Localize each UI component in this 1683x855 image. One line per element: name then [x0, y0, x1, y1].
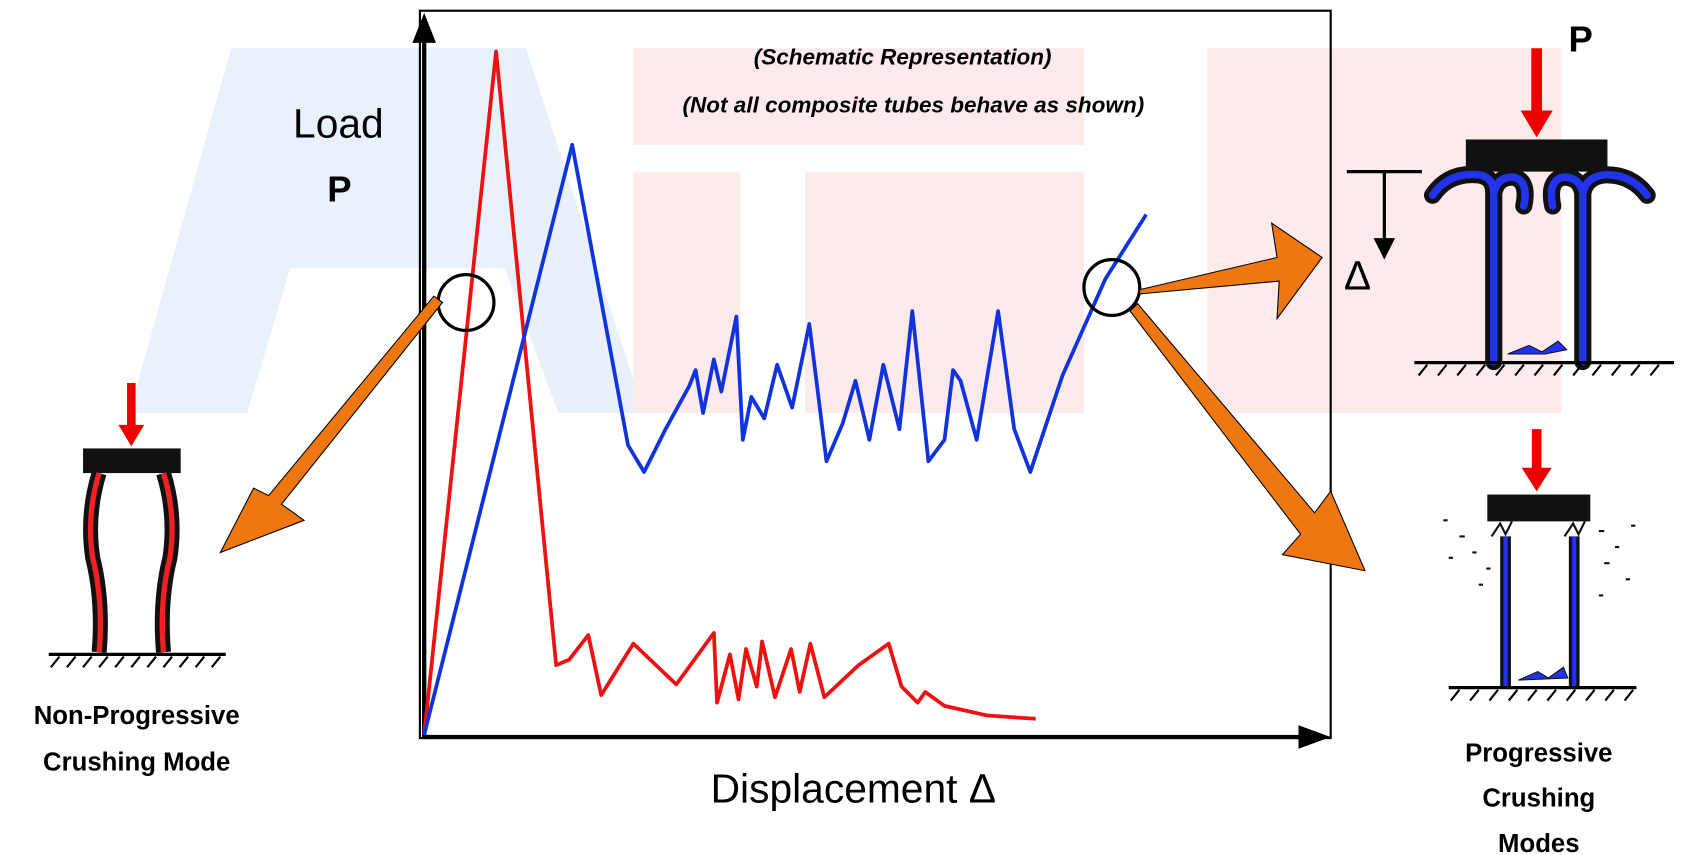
displacement-label: Δ [1344, 253, 1371, 299]
note: (Not all composite tubes behave as shown… [683, 93, 1145, 118]
caption: Crushing [1482, 785, 1595, 813]
caption: Non-Progressive [34, 702, 240, 730]
y-axis-label: Load [293, 100, 384, 146]
diagram: (Schematic Representation) (Not all comp… [0, 0, 1683, 855]
caption: Crushing Mode [43, 748, 230, 776]
caption: Modes [1498, 830, 1580, 855]
progressive-figure-bottom [1443, 429, 1636, 700]
y-axis-symbol: P [327, 169, 351, 210]
load-label: P [1568, 18, 1592, 59]
note: (Schematic Representation) [754, 44, 1052, 69]
x-axis-label: Displacement Δ [711, 765, 996, 811]
caption: Progressive [1465, 740, 1612, 768]
non-progressive-figure [49, 383, 226, 667]
x-arrowhead [1299, 725, 1331, 749]
y-arrowhead [412, 13, 436, 43]
